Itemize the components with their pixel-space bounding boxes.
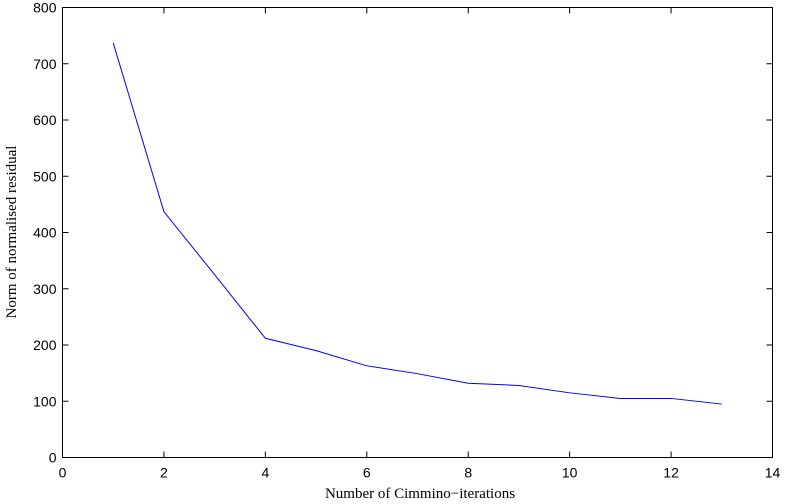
- y-tick-label: 0: [49, 450, 57, 466]
- series-line: [112, 42, 722, 405]
- x-axis-ticks: 0 2 4 6 8 10 12 14: [59, 7, 781, 481]
- y-tick-label: 100: [33, 393, 57, 409]
- y-tick-label: 600: [33, 112, 57, 128]
- y-tick-label: 700: [33, 56, 57, 72]
- x-tick-label: 2: [160, 465, 168, 481]
- y-tick-label: 200: [33, 337, 57, 353]
- x-tick-label: 10: [562, 465, 578, 481]
- x-tick-label: 12: [663, 465, 679, 481]
- y-axis-ticks: 0 100 200 300 400 500 600 700 800: [33, 0, 773, 466]
- x-tick-label: 6: [363, 465, 371, 481]
- y-axis-label: Norm of normalised residual: [4, 146, 20, 319]
- y-tick-label: 500: [33, 168, 57, 184]
- x-axis-label: Number of Cimmino−iterations: [325, 486, 515, 502]
- y-tick-label: 800: [33, 0, 57, 16]
- y-tick-label: 400: [33, 225, 57, 241]
- x-tick-label: 4: [261, 465, 269, 481]
- plot-frame: [62, 7, 773, 458]
- y-tick-label: 300: [33, 281, 57, 297]
- x-tick-label: 8: [464, 465, 472, 481]
- x-tick-label: 14: [765, 465, 781, 481]
- x-tick-label: 0: [59, 465, 67, 481]
